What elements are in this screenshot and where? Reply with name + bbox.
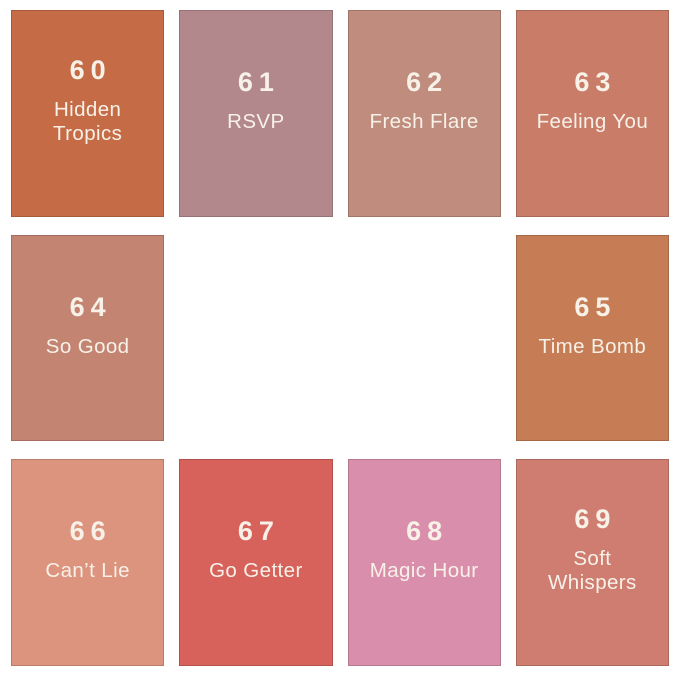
swatch-68-magic-hour: 68 Magic Hour <box>347 459 501 666</box>
shade-number: 67 <box>237 516 280 547</box>
shade-number: 66 <box>69 516 112 547</box>
swatch-69-soft-whispers: 69 Soft Whispers <box>515 459 669 666</box>
shade-number: 69 <box>574 504 617 535</box>
swatch-61-rsvp: 61 RSVP <box>179 10 333 217</box>
swatch-62-fresh-flare: 62 Fresh Flare <box>347 10 501 217</box>
shade-number: 68 <box>406 516 449 547</box>
shade-number: 64 <box>69 291 112 322</box>
shade-name: Feeling You <box>536 109 649 133</box>
shade-name: Soft Whispers <box>548 547 637 595</box>
swatch-67-go-getter: 67 Go Getter <box>179 459 333 666</box>
shade-name: RSVP <box>227 109 285 133</box>
shade-name: So Good <box>45 334 130 358</box>
swatch-65-time-bomb: 65 Time Bomb <box>515 234 669 442</box>
shade-name: Time Bomb <box>538 334 647 358</box>
shade-number: 65 <box>574 291 617 322</box>
shade-name: Can’t Lie <box>45 559 130 583</box>
swatch-66-cant-lie: 66 Can’t Lie <box>11 459 165 666</box>
swatch-63-feeling-you: 63 Feeling You <box>515 10 669 217</box>
shade-number: 63 <box>574 66 617 97</box>
shade-number: 61 <box>237 66 280 97</box>
shade-number: 60 <box>69 55 112 86</box>
shade-name: Hidden Tropics <box>53 98 123 145</box>
shade-name: Magic Hour <box>369 559 479 583</box>
empty-cell <box>348 235 501 442</box>
empty-cell <box>179 235 332 442</box>
shade-number: 62 <box>406 66 449 97</box>
shade-name: Fresh Flare <box>369 109 479 133</box>
shade-name: Go Getter <box>209 559 303 583</box>
swatch-60-hidden-tropics: 60 Hidden Tropics <box>11 10 165 217</box>
swatch-64-so-good: 64 So Good <box>11 234 165 442</box>
